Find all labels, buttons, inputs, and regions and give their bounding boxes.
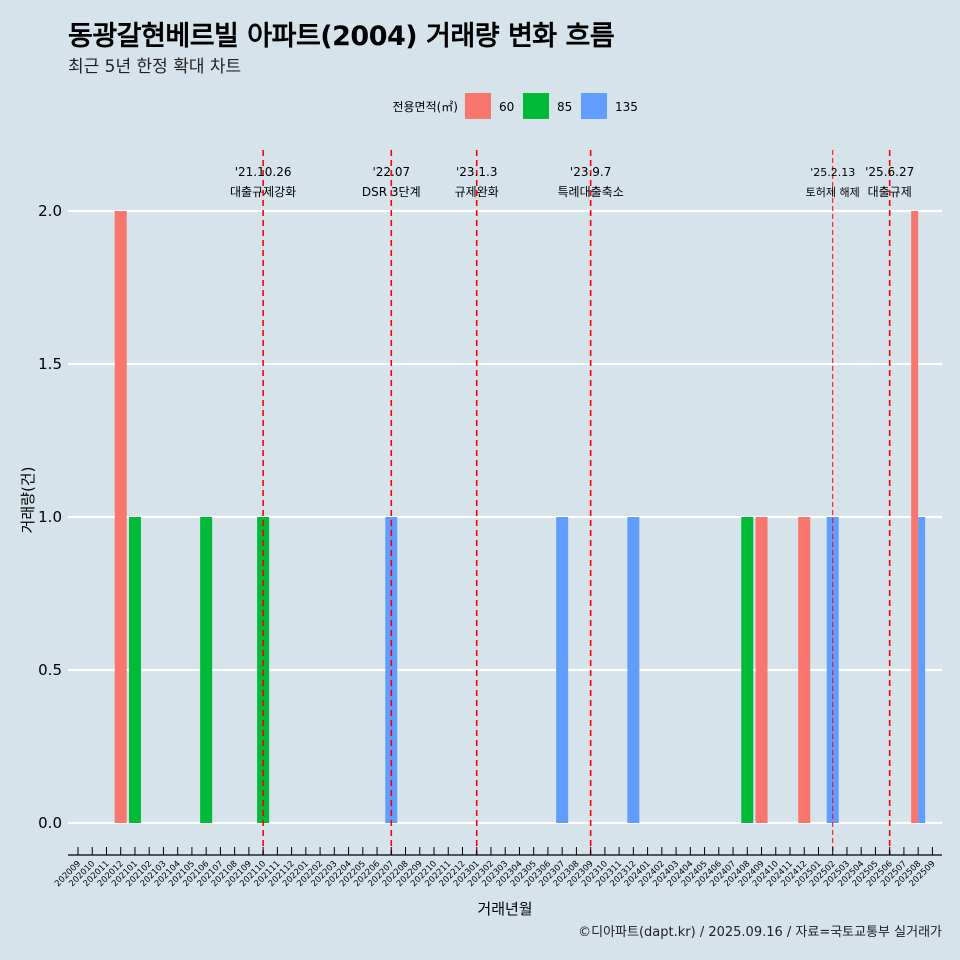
y-tick-label: 1.0 bbox=[38, 508, 62, 526]
event-label: 대출규제강화 bbox=[230, 185, 296, 199]
bar-60-202012 bbox=[114, 211, 127, 823]
event-date: '25.2.13 bbox=[810, 166, 855, 179]
bar-85-202101 bbox=[128, 517, 141, 823]
bar-135-202508 bbox=[918, 517, 926, 823]
event-label: DSR 3단계 bbox=[362, 185, 421, 199]
legend-swatch-135 bbox=[581, 93, 607, 119]
legend-title: 전용면적(㎡) bbox=[392, 100, 458, 114]
bar-60-202409 bbox=[755, 517, 768, 823]
y-axis-title: 거래량(건) bbox=[19, 467, 37, 534]
bar-60-202508 bbox=[911, 211, 919, 823]
y-tick-label: 1.5 bbox=[38, 355, 62, 373]
y-tick-label: 0.0 bbox=[38, 814, 62, 832]
bar-60-202412 bbox=[798, 517, 811, 823]
x-axis-title: 거래년월 bbox=[477, 900, 532, 918]
chart-subtitle: 최근 5년 한정 확대 차트 bbox=[68, 57, 242, 77]
event-date: '25.6.27 bbox=[865, 165, 914, 179]
legend-label-60: 60 bbox=[499, 100, 514, 114]
event-date: '21.10.26 bbox=[235, 165, 292, 179]
y-tick-label: 0.5 bbox=[38, 661, 62, 679]
chart-title: 동광갈현베르빌 아파트(2004) 거래량 변화 흐름 bbox=[68, 21, 615, 52]
legend-swatch-60 bbox=[465, 93, 491, 119]
event-label: 토허제 해제 bbox=[806, 185, 860, 199]
bar-135-202312 bbox=[627, 517, 640, 823]
y-tick-label: 2.0 bbox=[38, 202, 62, 220]
bar-85-202106 bbox=[200, 517, 213, 823]
event-label: 대출규제 bbox=[868, 185, 912, 199]
event-date: '23.1.3 bbox=[456, 165, 497, 179]
event-date: '23.9.7 bbox=[570, 165, 611, 179]
legend-swatch-85 bbox=[523, 93, 549, 119]
event-label: 특례대출축소 bbox=[558, 185, 624, 199]
legend-label-135: 135 bbox=[615, 100, 638, 114]
event-date: '22.07 bbox=[372, 165, 410, 179]
bar-85-202408 bbox=[741, 517, 754, 823]
event-label: 규제완화 bbox=[455, 185, 499, 199]
source-caption: ©디아파트(dapt.kr) / 2025.09.16 / 자료=국토교통부 실… bbox=[578, 925, 942, 940]
bar-135-202307 bbox=[556, 517, 569, 823]
legend-label-85: 85 bbox=[557, 100, 572, 114]
